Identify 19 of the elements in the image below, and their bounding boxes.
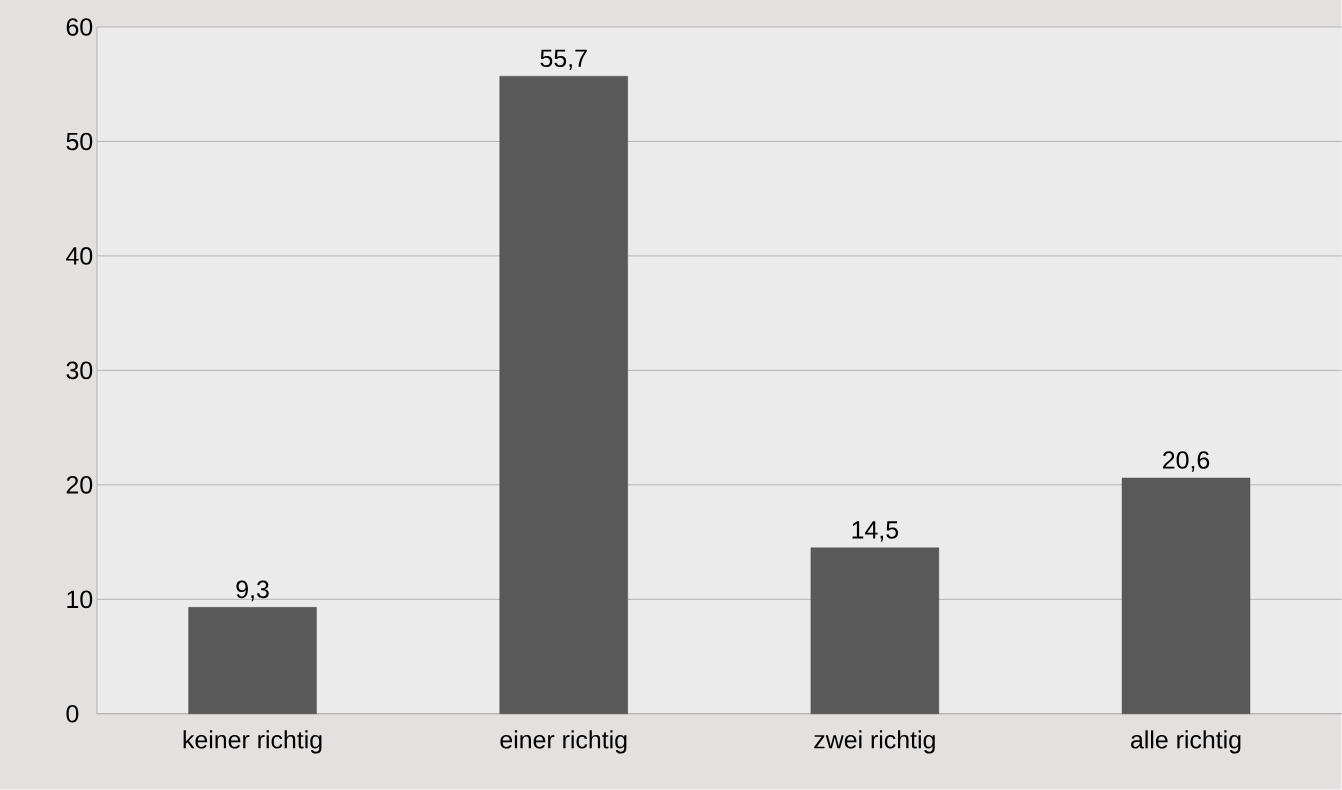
y-tick-label: 40: [66, 247, 93, 265]
x-tick-label: keiner richtig: [183, 730, 322, 754]
bar: [499, 76, 628, 715]
y-tick-label: 10: [67, 590, 93, 609]
bar: [810, 547, 940, 715]
data-label: 55,7: [540, 49, 587, 71]
x-tick-label: alle richtig: [1131, 730, 1241, 754]
y-tick-label: 0: [66, 705, 79, 723]
x-tick-label: einer richtig: [500, 730, 627, 754]
bar: [1121, 477, 1251, 715]
y-tick-label: 60: [66, 18, 93, 36]
data-label: 14,5: [852, 521, 899, 542]
bar: [188, 607, 317, 715]
data-label: 9,3: [236, 580, 269, 602]
x-tick-label: zwei richtig: [814, 730, 935, 754]
data-label: 20,6: [1163, 451, 1210, 472]
y-tick-label: 50: [66, 132, 93, 151]
y-tick-label: 30: [66, 361, 93, 380]
y-tick-label: 20: [66, 476, 93, 494]
